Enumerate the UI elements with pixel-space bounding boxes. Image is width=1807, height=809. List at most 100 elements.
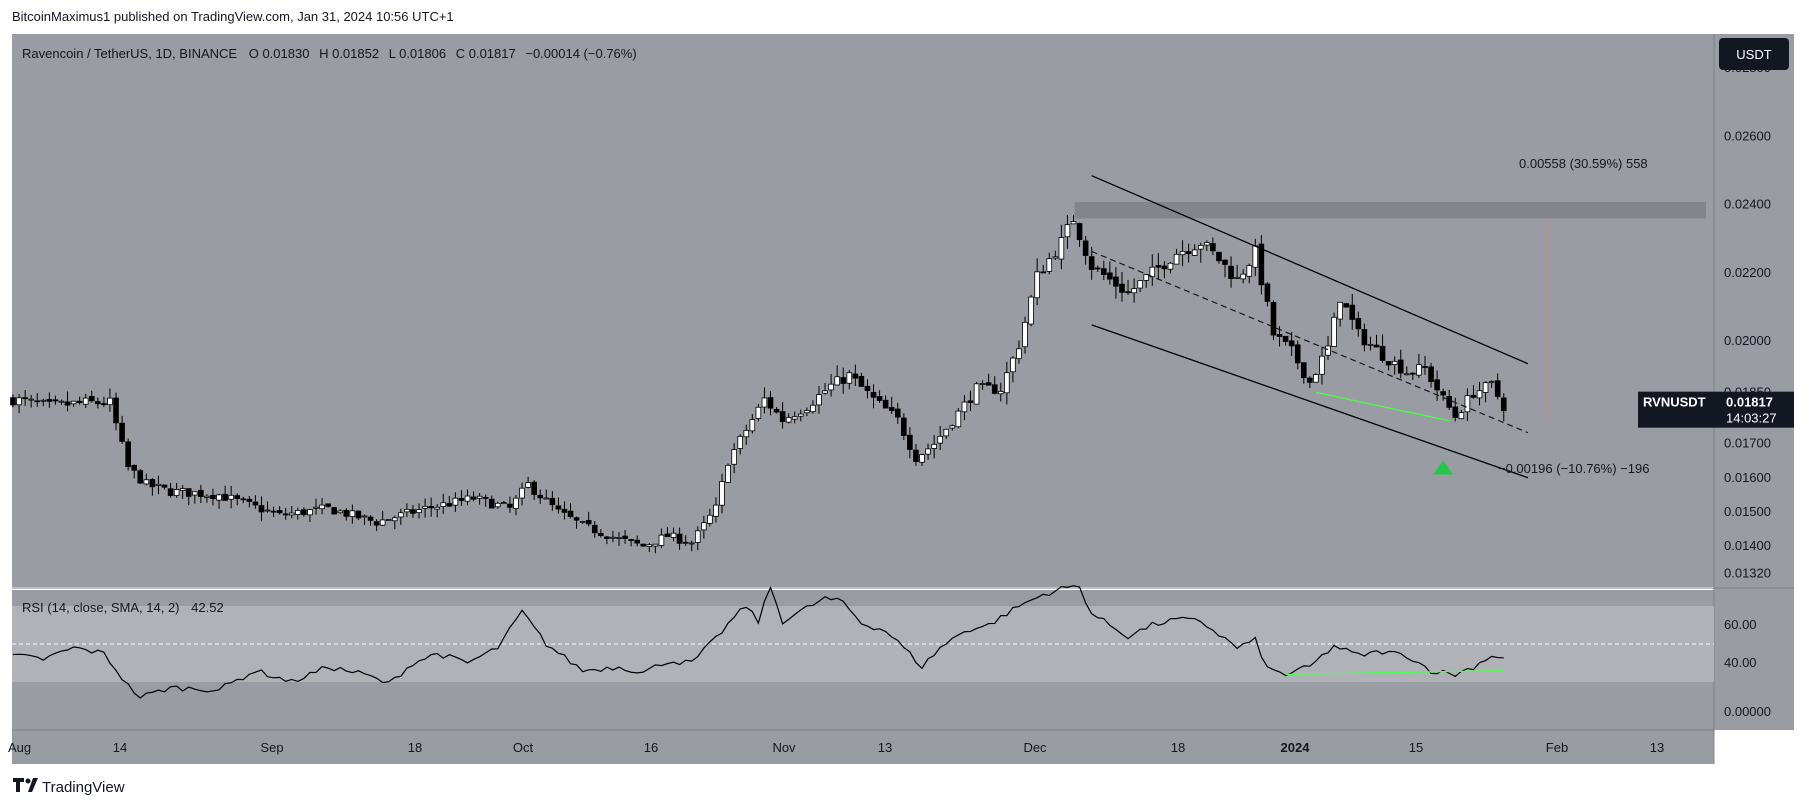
- candle[interactable]: [482, 494, 489, 507]
- candle[interactable]: [610, 530, 616, 543]
- candle[interactable]: [1137, 280, 1143, 293]
- candle[interactable]: [755, 403, 762, 422]
- candle[interactable]: [513, 495, 519, 516]
- candle[interactable]: [1101, 260, 1107, 281]
- candle[interactable]: [64, 391, 71, 412]
- candle[interactable]: [34, 393, 41, 407]
- candle[interactable]: [616, 532, 622, 546]
- candle[interactable]: [749, 414, 756, 434]
- candle[interactable]: [1234, 264, 1240, 279]
- candle[interactable]: [343, 508, 350, 521]
- candle[interactable]: [1379, 334, 1386, 363]
- candle[interactable]: [58, 399, 65, 405]
- candle[interactable]: [1222, 259, 1228, 278]
- candle[interactable]: [1076, 222, 1083, 247]
- candle[interactable]: [210, 488, 216, 506]
- candle[interactable]: [398, 508, 404, 525]
- candle[interactable]: [573, 516, 580, 529]
- candle[interactable]: [719, 473, 725, 514]
- candle[interactable]: [301, 507, 307, 517]
- candle[interactable]: [16, 394, 22, 414]
- candle[interactable]: [82, 394, 89, 409]
- candle[interactable]: [670, 527, 677, 542]
- candle[interactable]: [1113, 267, 1119, 299]
- symbol-badge[interactable]: [1638, 391, 1794, 428]
- candle[interactable]: [476, 493, 483, 505]
- candle[interactable]: [1161, 261, 1168, 279]
- channel-lower-line[interactable]: [1091, 324, 1529, 479]
- candle[interactable]: [1282, 335, 1289, 346]
- candle[interactable]: [119, 415, 125, 444]
- candle[interactable]: [270, 506, 277, 518]
- candle[interactable]: [925, 443, 931, 460]
- candle[interactable]: [137, 469, 144, 484]
- candle[interactable]: [822, 383, 828, 395]
- candle[interactable]: [488, 495, 495, 509]
- candle[interactable]: [155, 475, 162, 495]
- candle[interactable]: [507, 496, 513, 513]
- candle[interactable]: [234, 493, 241, 506]
- candle[interactable]: [434, 504, 440, 518]
- candle[interactable]: [622, 529, 628, 544]
- candle[interactable]: [561, 501, 568, 520]
- candle[interactable]: [701, 515, 707, 539]
- candle[interactable]: [1500, 393, 1507, 422]
- candle[interactable]: [452, 492, 459, 512]
- candle[interactable]: [798, 409, 804, 422]
- candle[interactable]: [216, 493, 222, 509]
- candles[interactable]: [10, 214, 1507, 554]
- candle[interactable]: [876, 390, 883, 403]
- candle[interactable]: [664, 526, 671, 538]
- candle[interactable]: [185, 488, 192, 506]
- candle[interactable]: [846, 369, 853, 390]
- candle[interactable]: [967, 390, 974, 412]
- candle[interactable]: [198, 484, 204, 504]
- candle[interactable]: [1337, 301, 1343, 327]
- candle[interactable]: [410, 505, 416, 518]
- candle[interactable]: [1325, 335, 1331, 360]
- candle[interactable]: [1191, 244, 1198, 257]
- candle[interactable]: [28, 394, 34, 408]
- candle[interactable]: [955, 408, 962, 429]
- candle[interactable]: [743, 424, 750, 445]
- candle[interactable]: [1367, 336, 1374, 351]
- candle[interactable]: [1155, 253, 1162, 280]
- time-axis[interactable]: [12, 730, 1714, 764]
- candle[interactable]: [1185, 243, 1192, 263]
- candle[interactable]: [40, 398, 47, 407]
- candle[interactable]: [1143, 274, 1150, 288]
- candle[interactable]: [779, 402, 786, 429]
- candle[interactable]: [1179, 240, 1186, 267]
- candle[interactable]: [1270, 300, 1277, 341]
- candle[interactable]: [555, 497, 562, 514]
- candle[interactable]: [543, 489, 550, 500]
- candle[interactable]: [470, 491, 477, 502]
- candle[interactable]: [852, 364, 859, 387]
- candle[interactable]: [101, 396, 107, 408]
- candle[interactable]: [1422, 355, 1428, 375]
- candle[interactable]: [313, 498, 319, 515]
- candle[interactable]: [161, 484, 168, 490]
- candle[interactable]: [579, 520, 586, 524]
- candle[interactable]: [107, 388, 113, 412]
- candle[interactable]: [494, 501, 501, 509]
- candle[interactable]: [258, 496, 265, 522]
- candle[interactable]: [549, 490, 556, 511]
- candle[interactable]: [713, 497, 719, 523]
- candle[interactable]: [997, 382, 1004, 402]
- candle[interactable]: [804, 407, 810, 417]
- channel-upper-line[interactable]: [1091, 175, 1529, 365]
- candle[interactable]: [1058, 224, 1065, 270]
- candle[interactable]: [640, 543, 647, 547]
- candle[interactable]: [1434, 370, 1440, 401]
- candle[interactable]: [1319, 346, 1325, 385]
- candle[interactable]: [222, 485, 228, 501]
- candle[interactable]: [379, 510, 386, 526]
- candle[interactable]: [828, 373, 834, 397]
- candle[interactable]: [1240, 269, 1246, 284]
- candle[interactable]: [731, 443, 737, 474]
- candle[interactable]: [95, 397, 101, 409]
- candle[interactable]: [937, 425, 943, 451]
- candle[interactable]: [464, 489, 471, 506]
- candle[interactable]: [949, 424, 956, 431]
